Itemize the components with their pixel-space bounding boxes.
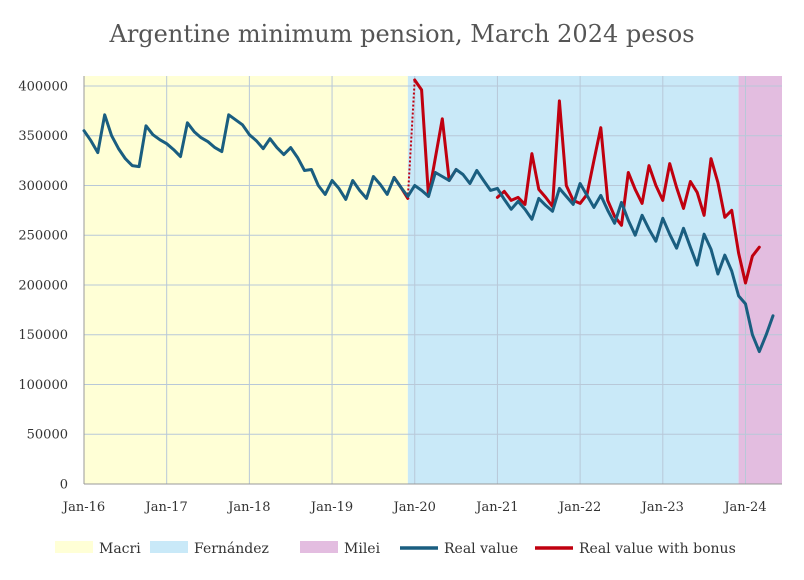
y-tick-label: 150000 (18, 328, 68, 343)
y-tick-label: 50000 (27, 428, 68, 443)
x-tick-label: Jan-22 (557, 500, 601, 515)
x-tick-label: Jan-20 (392, 500, 436, 515)
y-tick-label: 200000 (18, 278, 68, 293)
y-tick-label: 350000 (18, 129, 68, 144)
period-backgrounds (84, 76, 782, 484)
series-line-real-value (82, 113, 775, 354)
y-tick-label: 250000 (18, 229, 68, 244)
legend-label: Milei (344, 541, 381, 557)
y-tick-label: 0 (60, 478, 68, 493)
legend-swatch-milei (300, 541, 338, 553)
x-tick-label: Jan-18 (226, 500, 270, 515)
x-tick-label: Jan-21 (474, 500, 518, 515)
legend-label: Real value (444, 541, 518, 557)
x-tick-label: Jan-19 (309, 500, 353, 515)
axes: 0 50000 100000 150000 200000 250000 300000 3500… (18, 76, 782, 515)
period-band-macri (84, 76, 408, 484)
series-lines (82, 78, 775, 354)
legend-label: Fernández (194, 541, 269, 557)
series-line-real-value-with-bonus (495, 99, 761, 285)
x-tick-label: Jan-24 (722, 500, 766, 515)
x-tick-label: Jan-17 (144, 500, 188, 515)
y-tick-label: 300000 (18, 179, 68, 194)
chart-title: Argentine minimum pension, March 2024 pe… (108, 20, 694, 48)
period-band-fernández (407, 76, 739, 484)
legend-swatch-macri (55, 541, 93, 553)
y-tick-label: 400000 (18, 79, 68, 94)
legend-swatch-fernández (150, 541, 188, 553)
x-tick-label: Jan-16 (61, 500, 105, 515)
legend: Macri Fernández Milei Real value Real value … (55, 541, 736, 557)
legend-label: Macri (99, 541, 141, 557)
x-tick-label: Jan-23 (640, 500, 684, 515)
y-tick-label: 100000 (18, 378, 68, 393)
legend-label: Real value with bonus (579, 541, 736, 557)
